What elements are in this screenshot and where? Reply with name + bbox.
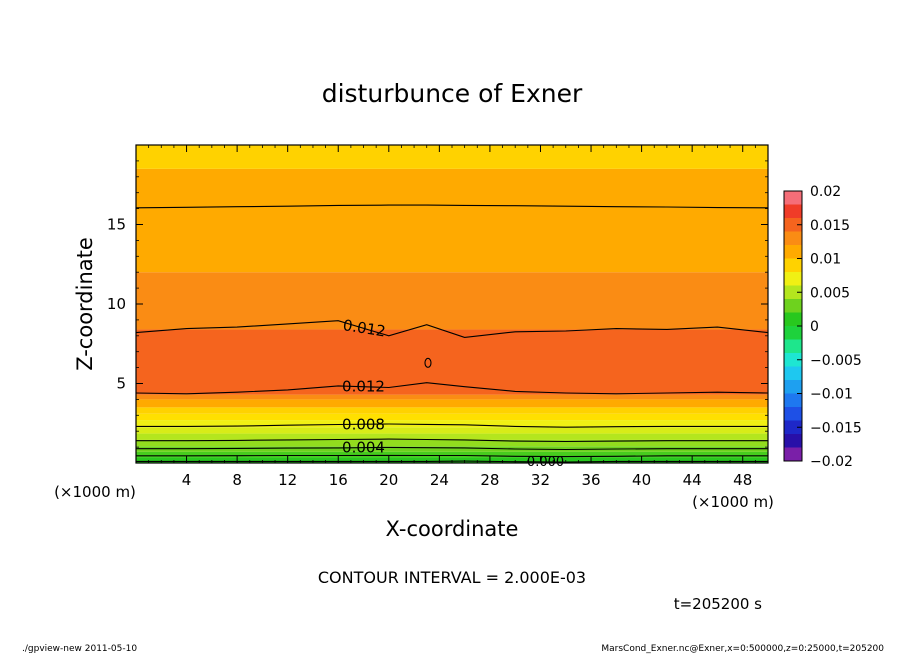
colorbar-segment-8 [784,339,802,353]
colorbar-tick-label-8: −0.02 [810,454,853,470]
y-tick-label-2: 15 [107,216,126,234]
colorbar-tick-label-4: 0 [810,319,819,335]
colorbar-tick-label-6: −0.01 [810,387,853,403]
colorbar-segment-6 [784,366,802,380]
contour-lines [135,204,769,463]
colorbar-segment-5 [784,380,802,394]
colorbar-tick-label-2: 0.01 [810,252,841,268]
time-text: t=205200 s [674,595,762,613]
x-tick-label-7: 32 [531,471,550,489]
contour-label-3: 0.012 [342,378,385,396]
field-band-12 [136,272,768,330]
colorbar-segment-7 [784,353,802,367]
y-axis: 5 10 15 [107,160,768,448]
chart-title: disturbunce of Exner [322,79,583,108]
field-band-9 [136,399,768,408]
x-unit-label: (×1000 m) [692,493,774,511]
colorbar-tick-label-1: 0.015 [810,218,850,234]
contour-label-2: 0.008 [342,415,385,433]
colorbar-segment-0 [784,447,802,461]
colorbar-segment-10 [784,312,802,326]
field-bands [136,145,768,463]
x-tick-label-1: 8 [232,471,242,489]
y-axis-label: Z-coordinate [73,237,97,371]
colorbar-segment-9 [784,326,802,340]
contour-line-1 [136,454,768,458]
field-band-2 [136,446,768,452]
x-tick-label-9: 40 [632,471,651,489]
colorbar-segment-16 [784,231,802,245]
field-band-14 [136,145,768,169]
contour-line-0 [136,460,768,463]
contour-line-7 [135,204,769,209]
field-band-6 [136,420,768,428]
y-tick-label-0: 5 [116,375,126,393]
field-band-1 [136,451,768,458]
field-band-5 [136,427,768,434]
colorbar-segment-15 [784,245,802,259]
contour-line-3 [136,438,768,443]
contour-line-4 [136,423,768,428]
contour-closed-loop [424,357,432,368]
x-tick-label-2: 12 [278,471,297,489]
footer-left: ./gpview-new 2011-05-10 [22,644,137,654]
colorbar-segment-2 [784,420,802,434]
colorbar-segment-19 [784,191,802,205]
field-band-3 [136,439,768,447]
field-band-10 [136,394,768,400]
x-tick-label-4: 20 [379,471,398,489]
contour-line-2 [136,446,768,451]
y-tick-label-1: 10 [107,295,126,313]
colorbar-segment-11 [784,299,802,313]
field-band-13 [136,168,768,273]
footer-right: MarsCond_Exner.nc@Exner,x=0:500000,z=0:2… [601,644,884,654]
colorbar-segment-13 [784,272,802,286]
colorbar-segment-17 [784,218,802,232]
colorbar-segment-1 [784,434,802,448]
field-band-4 [136,433,768,440]
colorbar-segment-18 [784,204,802,218]
contour-line-5 [135,382,769,395]
contour-label-1: 0.004 [342,439,385,457]
colorbar-tick-label-7: −0.015 [810,420,862,436]
colorbar-tick-label-0: 0.02 [810,184,841,200]
colorbar-tick-label-3: 0.005 [810,285,850,301]
x-tick-label-8: 36 [581,471,600,489]
x-tick-label-5: 24 [430,471,449,489]
colorbar-segment-14 [784,258,802,272]
contour-interval-text: CONTOUR INTERVAL = 2.000E-03 [318,568,586,587]
field-band-7 [136,413,768,421]
field-band-8 [136,407,768,414]
colorbar-tick-label-5: −0.005 [810,353,862,369]
x-tick-label-10: 44 [683,471,702,489]
field-band-11 [136,329,768,395]
colorbar-segment-3 [784,407,802,421]
x-axis: 4 8 12 16 20 24 28 32 36 40 44 48 [148,145,756,489]
x-tick-label-3: 16 [329,471,348,489]
y-unit-label: (×1000 m) [54,483,136,501]
colorbar-segment-4 [784,393,802,407]
x-axis-label: X-coordinate [386,517,519,541]
colorbar: 0.02 0.015 0.01 0.005 0 −0.005 −0.01 −0.015 −0.0… [783,184,862,470]
colorbar-segment-12 [784,285,802,299]
contour-line-6 [135,320,769,338]
x-tick-label-6: 28 [480,471,499,489]
x-tick-label-0: 4 [182,471,192,489]
x-tick-label-11: 48 [733,471,752,489]
